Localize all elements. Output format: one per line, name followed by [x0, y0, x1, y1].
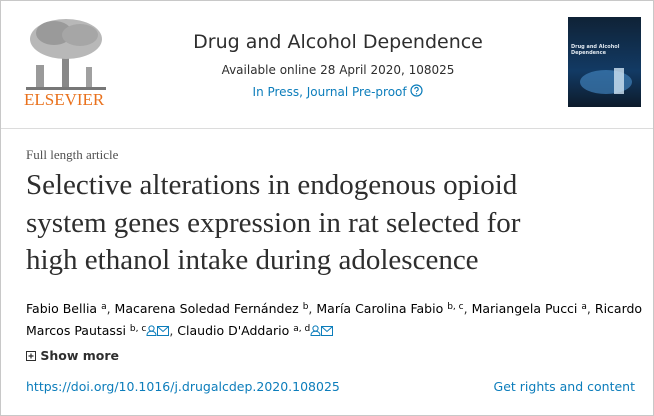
author[interactable]: Macarena Soledad Fernández b [115, 301, 313, 316]
journal-cover[interactable]: Drug and Alcohol Dependence [568, 17, 641, 107]
icon[interactable] [146, 325, 157, 336]
cover-image [580, 68, 632, 94]
show-more[interactable]: Show more [26, 348, 119, 363]
author-icons[interactable] [310, 323, 334, 338]
icon[interactable] [310, 325, 321, 336]
article-title: Selective alterations in endogenous opio… [26, 167, 520, 280]
article-type: Full length article [26, 147, 119, 162]
journal-title[interactable]: Drug and Alcohol Dependence [193, 31, 483, 53]
title-line: Selective alterations in endogenous opio… [26, 169, 518, 201]
rights-link[interactable]: Get rights and content [493, 379, 635, 394]
author-name[interactable]: Fabio Bellia [26, 301, 98, 316]
author[interactable]: Mariangela Pucci a [472, 301, 591, 316]
author-name[interactable]: María Carolina Fabio [316, 301, 444, 316]
show-more-text[interactable]: Show more [40, 348, 120, 363]
help-icon[interactable] [410, 84, 424, 97]
affiliation[interactable]: a [581, 302, 587, 312]
icon[interactable] [157, 326, 170, 336]
publisher-name: ELSEVIER [24, 90, 105, 109]
separator [1, 128, 653, 129]
icon[interactable] [321, 326, 334, 336]
author[interactable]: María Carolina Fabio b, c [316, 301, 467, 316]
author-name[interactable]: Macarena Soledad Fernández [114, 301, 299, 316]
author-icons[interactable] [146, 323, 170, 338]
author-name[interactable]: Ricardo Marcos Pautassi [26, 301, 643, 338]
author-list: Fabio Bellia a Macarena Soledad Fernánde… [26, 297, 646, 341]
affiliation[interactable]: a, d [293, 324, 311, 334]
author[interactable]: Claudio D'Addario a, d [177, 323, 334, 338]
affiliation[interactable]: b, c [129, 324, 147, 334]
title-line: high ethanol intake during adolescence [26, 244, 479, 276]
title-line: system genes expression in rat selected … [26, 206, 521, 239]
plus-icon[interactable] [26, 351, 36, 361]
author[interactable]: Fabio Bellia a [26, 301, 111, 316]
author-name[interactable]: Claudio D'Addario [177, 323, 290, 338]
affiliation[interactable]: b [302, 302, 309, 312]
doi-link[interactable]: https://doi.org/10.1016/j.drugalcdep.202… [26, 379, 340, 394]
affiliation[interactable]: b, c [447, 302, 464, 312]
publisher-logo [26, 19, 106, 90]
status-text[interactable]: In Press, Journal Pre-proof [252, 85, 407, 99]
availability: Available online 28 April 2020, 108025 [221, 63, 455, 77]
author-name[interactable]: Mariangela Pucci [471, 301, 578, 316]
affiliation[interactable]: a [101, 302, 107, 312]
cover-title: Drug and Alcohol Dependence [571, 44, 620, 56]
status[interactable]: In Press, Journal Pre-proof [121, 84, 555, 99]
